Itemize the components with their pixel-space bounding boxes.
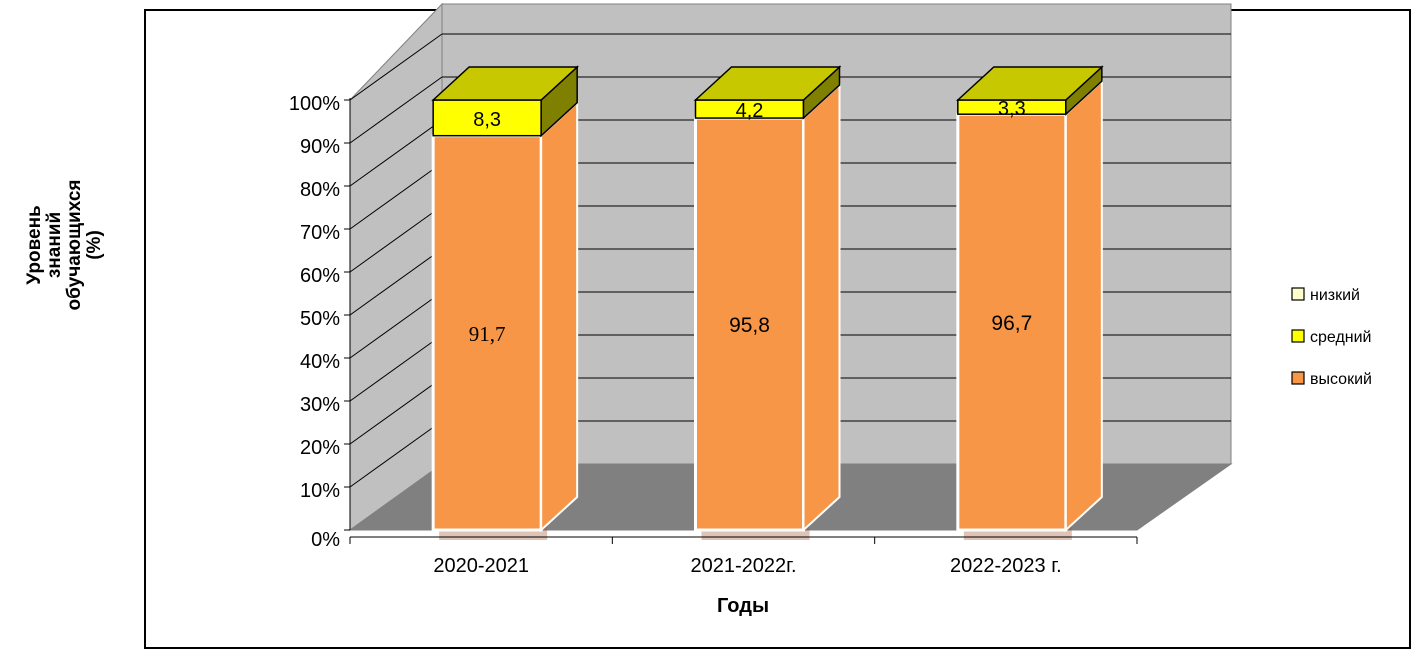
bar-stack: 96,7 3,3 [955,65,1104,540]
bar-side-высокий [802,82,841,533]
legend-label: средний [1310,329,1372,346]
bar-stack: 95,8 4,2 [693,65,842,540]
gridline-side [349,248,443,316]
x-tick-label: 2022-2023 г. [950,555,1062,577]
y-tick-label: 60% [300,265,340,287]
x-axis-title: Годы [717,595,769,617]
y-tick-label: 80% [300,179,340,201]
gridline-side [349,420,443,488]
bar-stack: 91,7 8,3 [431,65,580,540]
gridline-side [349,205,443,273]
legend-label: высокий [1310,371,1372,388]
legend-entry-низкий: низкий [1291,287,1360,304]
data-label: 95,8 [729,314,770,337]
gridline-side [349,162,443,230]
y-axis-title: Уровеньзнанийобучающихся(%) [24,180,105,311]
data-label: 96,7 [991,312,1032,335]
y-tick-label: 70% [300,222,340,244]
x-tick-label: 2020-2021 [433,555,529,577]
legend-swatch [1291,287,1305,301]
y-tick-label: 40% [300,351,340,373]
y-tick-label: 50% [300,308,340,330]
data-label: 4,2 [736,100,764,122]
y-tick-label: 100% [289,93,340,115]
y-tick-label: 90% [300,136,340,158]
bar-top-face [431,66,580,101]
bar-top-face [955,66,1104,101]
gridline-side [349,76,443,144]
x-tick-label: 2021-2022г. [690,555,796,577]
legend-swatch [1291,329,1305,343]
gridline-side [349,119,443,187]
y-tick-label: 10% [300,480,340,502]
y-tick-label: 20% [300,437,340,459]
legend-entry-высокий: высокий [1291,371,1372,388]
legend-swatch [1291,371,1305,385]
bar-top-face [693,66,842,101]
gridline-side [349,334,443,402]
side-wall [349,2,443,531]
legend-label: низкий [1310,287,1360,304]
data-label: 8,3 [473,109,501,131]
gridline-side [349,33,443,101]
gridline-side [349,291,443,359]
data-label: 3,3 [998,98,1026,120]
data-label: 91,7 [469,322,506,346]
bar-side-высокий [1064,78,1103,533]
gridline-side [349,377,443,445]
legend-entry-средний: средний [1291,329,1372,346]
bar-side-высокий [540,100,579,533]
y-tick-label: 0% [311,529,340,551]
y-tick-label: 30% [300,394,340,416]
